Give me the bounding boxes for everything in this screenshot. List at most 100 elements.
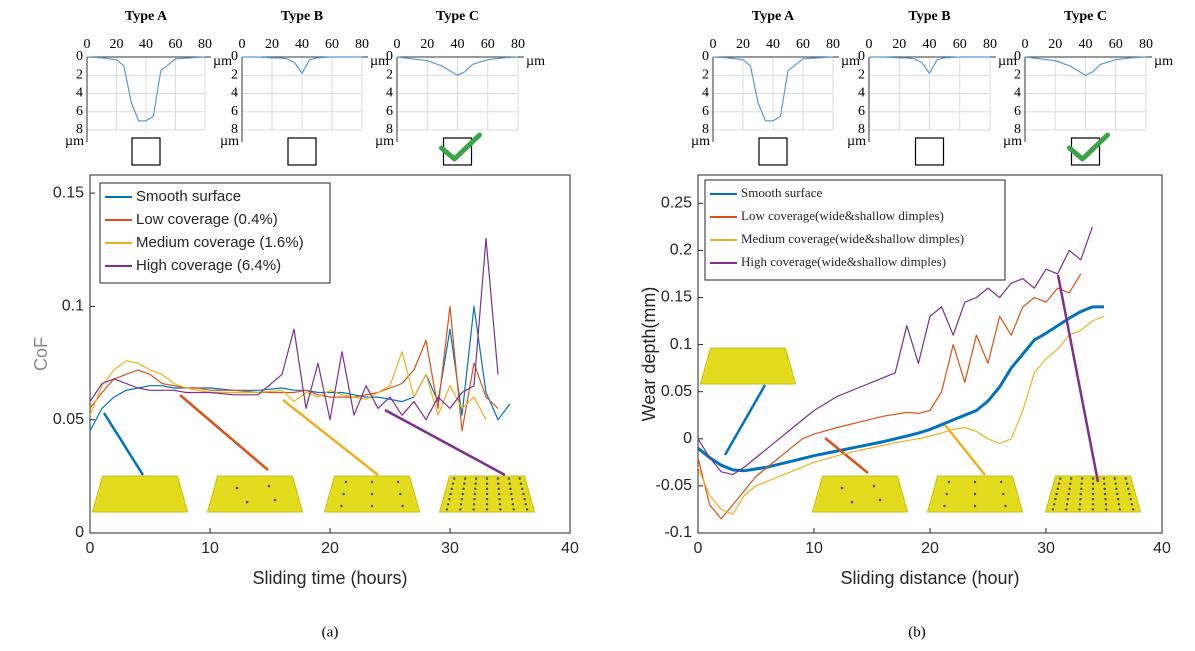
y-tick-label: 2 [386,67,393,82]
dimple [973,504,977,508]
series-line [697,315,1105,515]
y-tick-label: 4 [1014,86,1021,101]
dimple [450,487,453,491]
legend-label: Medium coverage(wide&shallow dimples) [741,231,964,246]
inset-title: Type C [436,9,479,24]
inset-title: Type C [1064,9,1107,24]
dimple [399,492,402,496]
dimple [878,498,882,502]
dimple [1117,503,1121,506]
dimple [947,480,951,484]
dimple [485,492,489,496]
dimple [1102,477,1106,480]
dimple [497,487,500,491]
series-line [86,56,206,122]
inset-title: Type B [908,9,950,24]
checkbox [914,137,945,166]
dimple [1069,477,1073,480]
x-tick-label: 10 [805,540,823,557]
dimple [840,486,844,490]
x-axis-label: Sliding distance (hour) [840,568,1019,588]
dimple [1004,504,1007,508]
dimple [485,508,489,511]
dimple [1103,492,1107,496]
x-tick-label: 20 [110,37,124,52]
y-tick-label: 0 [386,49,393,64]
dimple [1052,503,1056,506]
x-tick-label: 0 [84,37,91,52]
x-unit: µm [998,54,1017,69]
x-tick-label: 60 [1109,37,1123,52]
series-line [697,226,1093,476]
x-tick-label: 20 [892,37,906,52]
dimple [1057,482,1061,485]
dimple [462,487,465,491]
x-tick-label: 80 [511,37,525,52]
series-line [712,56,834,122]
legend-box [99,182,331,284]
surface-icon [811,475,909,513]
dimple [473,497,476,501]
dimple [1056,487,1059,491]
series-line [89,305,499,432]
dimple [273,498,277,502]
checkmark [439,132,482,162]
dimple [1054,497,1057,501]
y-tick-label: -0.05 [656,477,693,494]
dimple [459,508,462,511]
dimple [1091,503,1095,506]
dimple [999,480,1003,484]
y-tick-label: 8 [702,122,709,137]
dimple [473,492,477,496]
y-tick-label: 6 [231,104,238,119]
dimple [509,487,512,491]
leader-line [282,399,379,476]
x-tick-label: 80 [1139,37,1153,52]
dimple [1051,508,1055,511]
x-unit: µm [370,54,389,69]
y-tick-label: 6 [858,104,865,119]
dimple [510,497,514,501]
dimple [945,492,948,496]
y-tick-label: 0.15 [661,289,692,306]
y-tick-label: 4 [76,86,83,101]
x-tick-label: 60 [796,37,810,52]
dimple [1114,482,1117,485]
x-unit: µm [1154,54,1173,69]
dimple [1078,508,1081,511]
dimple [519,482,523,485]
dimple [1113,477,1117,480]
x-tick-label: 40 [139,37,153,52]
dimple [518,477,521,480]
x-tick-label: 20 [736,37,750,52]
dimple [1115,487,1118,491]
y-tick-label: 0 [858,49,865,64]
dimple [508,482,511,485]
series-line [89,351,487,420]
dimple [485,487,489,491]
y-tick-label: -0.1 [664,524,692,541]
dimple [1065,503,1069,506]
dimple [1079,492,1083,496]
checkbox [758,137,788,166]
y-tick-label: 8 [858,122,865,137]
legend-label: Low coverage(wide&shallow dimples) [741,208,944,223]
dimple [449,492,452,496]
dimple [973,492,977,496]
x-tick-label: 0 [86,540,95,557]
x-unit: µm [841,54,860,69]
dimple [524,503,528,506]
dimple [1129,497,1132,501]
x-tick-label: 0 [710,37,717,52]
y-tick-label: 2 [231,67,238,82]
dimple [1091,482,1095,485]
inset-title: Type B [281,9,323,24]
y-tick-label: 0.2 [670,242,692,259]
x-tick-label: 30 [1037,540,1055,557]
dimple [1080,477,1084,480]
series-line [697,305,1104,473]
x-tick-label: 60 [953,37,967,52]
series-line [396,56,519,76]
leader-line [1056,274,1100,483]
